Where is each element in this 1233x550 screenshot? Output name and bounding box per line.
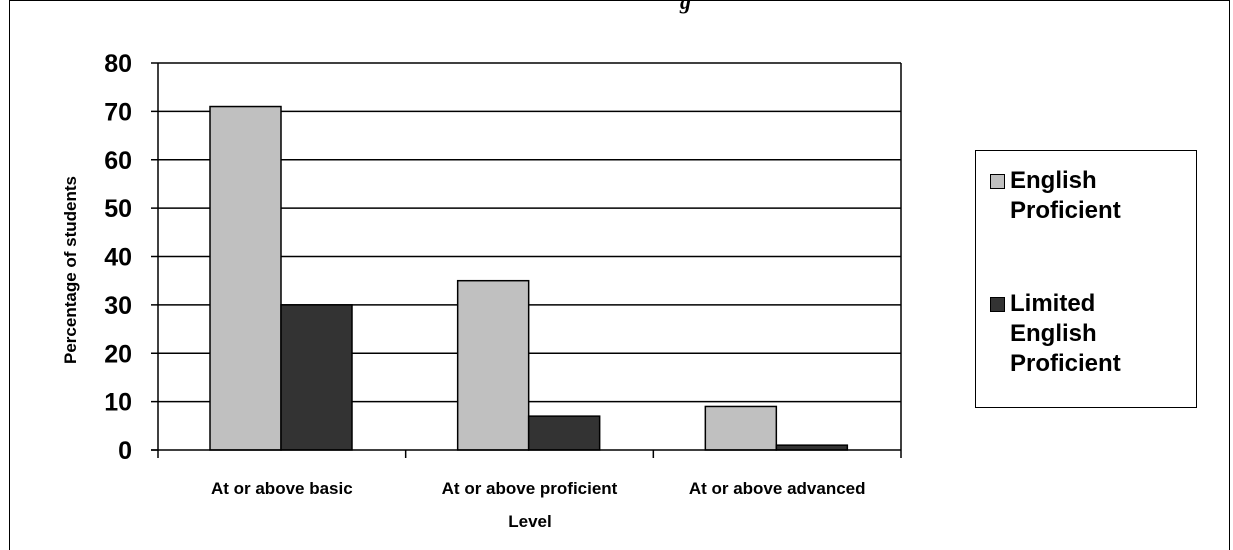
gridlines — [158, 62, 901, 403]
y-tick-label-80: 80 — [104, 50, 132, 78]
x-category-label-0: At or above basic — [211, 479, 353, 498]
bar-english-proficient-0 — [209, 105, 282, 451]
bar-limited-english-proficient-1 — [527, 415, 601, 451]
legend-label-english-proficient: English Proficient — [1010, 167, 1121, 224]
x-axis-title: Level — [508, 512, 551, 531]
x-category-labels: At or above basic At or above proficient A… — [211, 479, 866, 498]
bars — [209, 105, 849, 451]
legend-swatch-english-proficient — [990, 174, 1005, 189]
x-category-label-2: At or above advanced — [689, 479, 866, 498]
legend: English Proficient Limited English Profi… — [975, 150, 1197, 408]
legend-label-limited-english-proficient: Limited English Proficient — [1010, 290, 1121, 377]
y-tick-label-20: 20 — [104, 340, 132, 368]
y-axis-title: Percentage of students — [61, 176, 80, 364]
chart-frame: g — [9, 0, 1230, 550]
bar-english-proficient-2 — [704, 405, 778, 451]
bar-english-proficient-1 — [456, 279, 530, 451]
y-tick-label-60: 60 — [104, 147, 132, 175]
y-tick-labels: 0 10 20 30 40 50 60 70 80 — [104, 50, 132, 465]
x-category-label-1: At or above proficient — [442, 479, 618, 498]
legend-swatch-limited-english-proficient — [990, 297, 1005, 312]
y-tick-label-40: 40 — [104, 244, 132, 272]
legend-item-limited-english-proficient: Limited English Proficient — [990, 289, 1160, 379]
y-tick-label-50: 50 — [104, 195, 132, 223]
legend-item-english-proficient: English Proficient — [990, 166, 1160, 226]
y-tick-label-30: 30 — [104, 292, 132, 320]
axes — [151, 62, 902, 458]
bar-limited-english-proficient-0 — [280, 304, 353, 451]
y-tick-label-0: 0 — [118, 437, 132, 465]
y-tick-label-10: 10 — [104, 389, 132, 417]
chart-title-fragment: g — [680, 0, 691, 14]
y-tick-label-70: 70 — [104, 98, 132, 126]
